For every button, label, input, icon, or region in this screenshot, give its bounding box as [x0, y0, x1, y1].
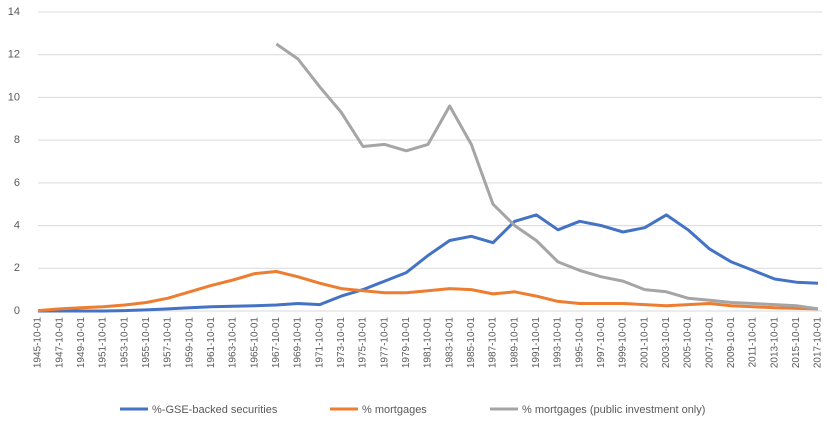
- x-tick-label: 1983-10-01: [444, 317, 455, 369]
- x-tick-label: 2003-10-01: [661, 317, 672, 369]
- y-tick-label: 8: [14, 134, 20, 146]
- x-tick-label: 1955-10-01: [141, 317, 152, 369]
- x-tick-label: 1985-10-01: [466, 317, 477, 369]
- x-tick-label: 1987-10-01: [488, 317, 499, 369]
- x-tick-label: 2015-10-01: [791, 317, 802, 369]
- x-tick-label: 2017-10-01: [813, 317, 824, 369]
- x-tick-label: 1977-10-01: [379, 317, 390, 369]
- x-tick-label: 1989-10-01: [509, 317, 520, 369]
- x-tick-label: 2001-10-01: [639, 317, 650, 369]
- y-tick-label: 10: [8, 91, 20, 103]
- legend-label: % mortgages: [362, 404, 427, 416]
- x-tick-label: 1963-10-01: [228, 317, 239, 369]
- x-tick-label: 2013-10-01: [769, 317, 780, 369]
- x-tick-label: 1967-10-01: [271, 317, 282, 369]
- series-line: [275, 42, 819, 311]
- x-tick-label: 1971-10-01: [314, 317, 325, 369]
- x-tick-label: 1945-10-01: [33, 317, 44, 369]
- x-tick-label: 2005-10-01: [683, 317, 694, 369]
- x-tick-label: 2011-10-01: [748, 317, 759, 368]
- x-tick-label: 1965-10-01: [249, 317, 260, 369]
- x-tick-label: 1957-10-01: [163, 317, 174, 369]
- x-tick-label: 1993-10-01: [553, 317, 564, 369]
- x-tick-label: 1969-10-01: [293, 317, 304, 369]
- x-tick-label: 2009-10-01: [726, 317, 737, 369]
- y-tick-label: 2: [14, 262, 20, 274]
- x-tick-label: 1947-10-01: [54, 317, 65, 369]
- x-tick-label: 1959-10-01: [184, 317, 195, 369]
- x-tick-label: 1973-10-01: [336, 317, 347, 369]
- x-tick-label: 2007-10-01: [704, 317, 715, 369]
- x-tick-label: 1975-10-01: [358, 317, 369, 369]
- series-line: [38, 213, 819, 313]
- y-tick-label: 0: [14, 305, 20, 317]
- x-tick-label: 1979-10-01: [401, 317, 412, 369]
- x-tick-label: 1953-10-01: [119, 317, 130, 369]
- y-tick-label: 14: [8, 6, 20, 18]
- x-tick-label: 1995-10-01: [574, 317, 585, 369]
- x-tick-label: 1997-10-01: [596, 317, 607, 369]
- legend-label: %-GSE-backed securities: [152, 404, 278, 416]
- series-line: [37, 270, 819, 313]
- x-tick-label: 1999-10-01: [618, 317, 629, 369]
- y-tick-label: 4: [14, 219, 20, 231]
- x-tick-label: 1949-10-01: [76, 317, 87, 369]
- x-tick-label: 1961-10-01: [206, 317, 217, 369]
- x-tick-label: 1951-10-01: [98, 317, 109, 369]
- y-tick-label: 6: [14, 177, 20, 189]
- x-tick-label: 1981-10-01: [423, 317, 434, 369]
- x-tick-label: 1991-10-01: [531, 317, 542, 369]
- y-tick-label: 12: [8, 49, 20, 61]
- legend-label: % mortgages (public investment only): [522, 404, 705, 416]
